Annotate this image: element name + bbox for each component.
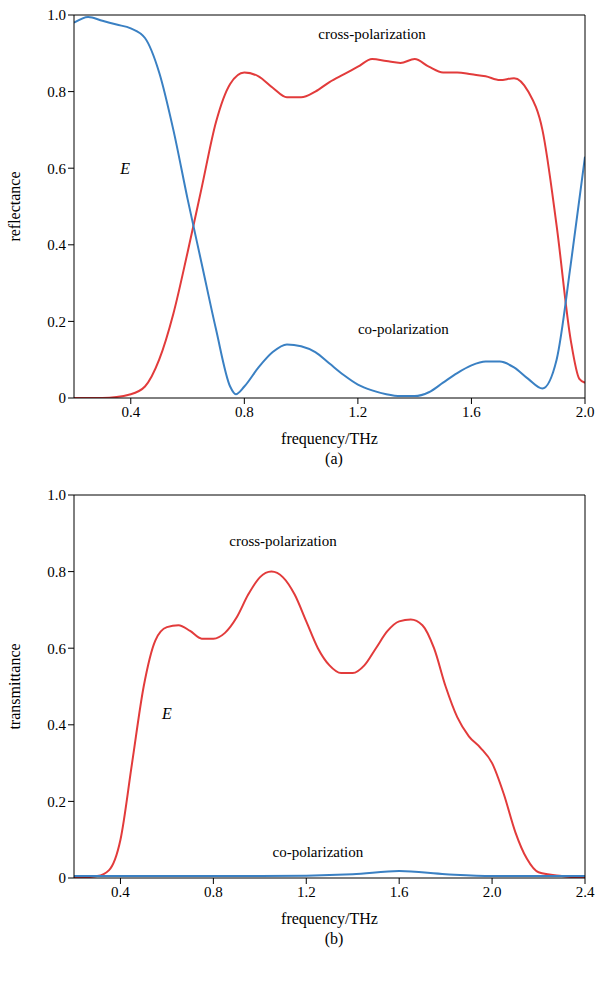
svg-text:0.4: 0.4 bbox=[47, 717, 66, 733]
svg-text:frequency/THz: frequency/THz bbox=[281, 910, 378, 928]
svg-text:co-polarization: co-polarization bbox=[358, 321, 449, 337]
svg-text:2.0: 2.0 bbox=[576, 404, 595, 420]
svg-text:frequency/THz: frequency/THz bbox=[281, 430, 378, 448]
svg-text:0.6: 0.6 bbox=[47, 161, 66, 177]
svg-text:E: E bbox=[161, 705, 172, 722]
svg-text:1.6: 1.6 bbox=[462, 404, 481, 420]
svg-text:0.2: 0.2 bbox=[47, 794, 66, 810]
svg-text:0: 0 bbox=[59, 870, 67, 886]
svg-text:0.8: 0.8 bbox=[204, 884, 223, 900]
svg-text:0.4: 0.4 bbox=[121, 404, 140, 420]
html-text:(b): (b) bbox=[324, 930, 344, 947]
svg-text:0.6: 0.6 bbox=[47, 641, 66, 657]
svg-text:1.0: 1.0 bbox=[47, 7, 66, 23]
svg-text:transmittance: transmittance bbox=[6, 643, 23, 729]
svg-text:0.4: 0.4 bbox=[47, 237, 66, 253]
svg-text:2.0: 2.0 bbox=[483, 884, 502, 900]
svg-text:E: E bbox=[119, 160, 130, 177]
svg-text:co-polarization: co-polarization bbox=[272, 844, 363, 860]
svg-text:cross-polarization: cross-polarization bbox=[318, 26, 426, 42]
svg-text:2.4: 2.4 bbox=[576, 884, 595, 900]
svg-text:1.0: 1.0 bbox=[47, 487, 66, 503]
svg-text:0.8: 0.8 bbox=[47, 84, 66, 100]
svg-text:0.8: 0.8 bbox=[235, 404, 254, 420]
svg-text:0: 0 bbox=[59, 390, 67, 406]
svg-text:1.2: 1.2 bbox=[349, 404, 368, 420]
svg-text:0.4: 0.4 bbox=[111, 884, 130, 900]
svg-text:0.2: 0.2 bbox=[47, 314, 66, 330]
svg-text:1.6: 1.6 bbox=[390, 884, 409, 900]
html-text:(a): (a) bbox=[325, 450, 343, 467]
svg-text:reflectance: reflectance bbox=[6, 171, 23, 241]
svg-text:cross-polarization: cross-polarization bbox=[229, 533, 337, 549]
svg-text:0.8: 0.8 bbox=[47, 564, 66, 580]
svg-text:1.2: 1.2 bbox=[297, 884, 316, 900]
